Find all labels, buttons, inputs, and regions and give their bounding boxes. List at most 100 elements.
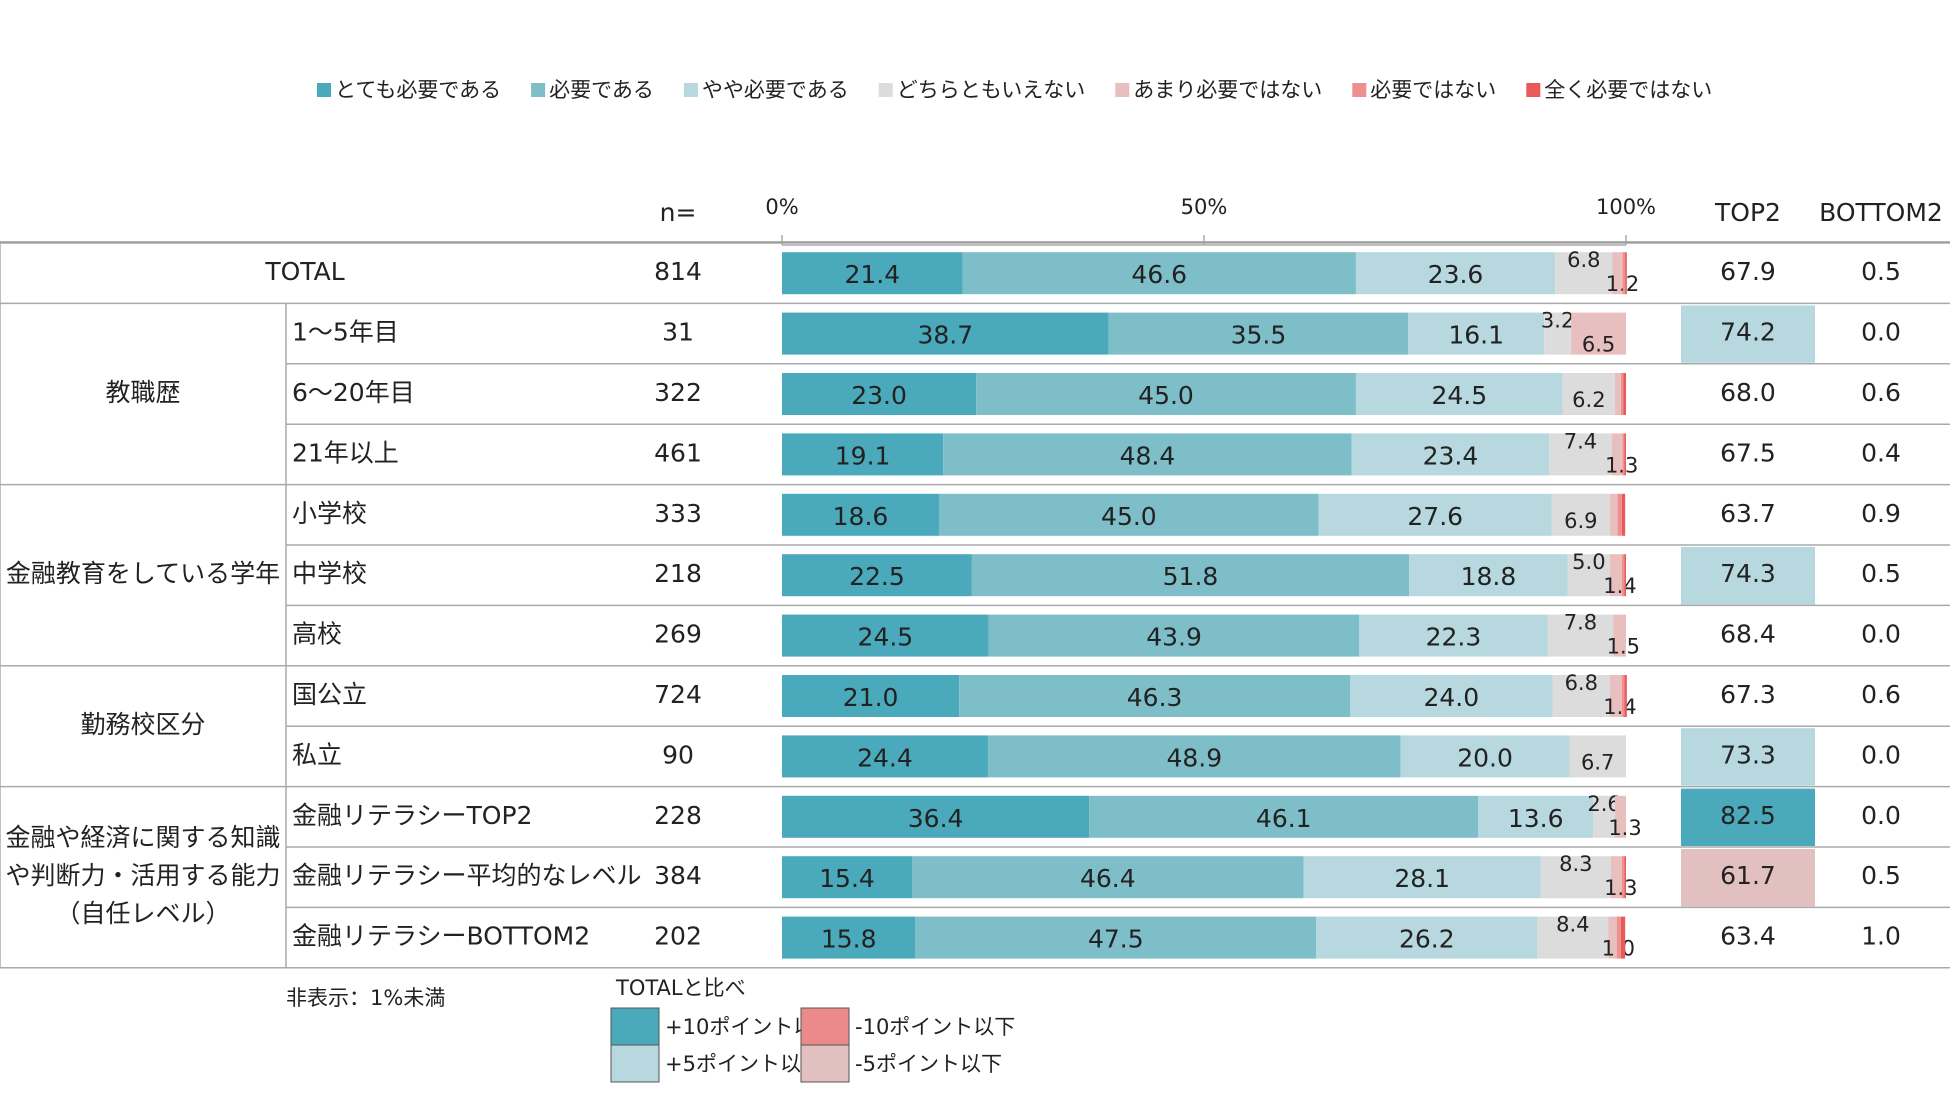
value-label: 6.8 bbox=[1567, 248, 1600, 272]
bar bbox=[1571, 312, 1626, 355]
bar bbox=[782, 312, 1109, 355]
bar bbox=[1609, 554, 1622, 597]
value-label: 8.3 bbox=[1559, 852, 1592, 876]
row-label: 6～20年目 bbox=[292, 378, 415, 407]
bar bbox=[1355, 373, 1563, 415]
value-label: 48.9 bbox=[1166, 743, 1222, 772]
bar bbox=[1625, 252, 1627, 295]
n-value: 461 bbox=[654, 438, 702, 467]
bottom2-value: 0.0 bbox=[1861, 740, 1901, 769]
bar bbox=[1616, 916, 1621, 959]
value-label: 24.0 bbox=[1423, 683, 1479, 712]
bar bbox=[962, 252, 1356, 295]
group-label: 勤務校区分 bbox=[80, 710, 205, 739]
bar bbox=[1567, 554, 1610, 597]
value-label: 23.0 bbox=[851, 381, 907, 410]
value-label: 35.5 bbox=[1231, 321, 1287, 350]
top2-value: 74.2 bbox=[1720, 318, 1776, 347]
n-value: 202 bbox=[654, 922, 702, 951]
bar bbox=[782, 433, 944, 476]
bar bbox=[1478, 795, 1594, 838]
top2-value: 82.5 bbox=[1720, 801, 1776, 830]
legend-label: どちらともいえない bbox=[897, 78, 1086, 102]
bar bbox=[1552, 675, 1610, 717]
legend-marker bbox=[531, 83, 546, 97]
group-label: 金融教育をしている学年 bbox=[6, 559, 280, 588]
top2-header: TOP2 bbox=[1714, 198, 1781, 227]
value-label: 7.4 bbox=[1564, 429, 1597, 453]
group-label: 教職歴 bbox=[105, 378, 180, 407]
note: 非表示：1%未満 bbox=[286, 986, 445, 1010]
bar bbox=[782, 916, 916, 959]
bottom2-value: 0.9 bbox=[1861, 499, 1901, 528]
group-label: や判断力・活用する能力 bbox=[5, 861, 280, 890]
row-label: 金融リテラシーTOP2 bbox=[292, 801, 532, 830]
value-label: 6.2 bbox=[1572, 388, 1605, 412]
bar bbox=[1615, 795, 1626, 838]
bottom2-value: 0.5 bbox=[1861, 559, 1901, 588]
row-label: 金融リテラシー平均的なレベル bbox=[292, 861, 642, 890]
value-label: 48.4 bbox=[1120, 441, 1176, 470]
value-label: 21.4 bbox=[844, 260, 900, 289]
value-label: 5.0 bbox=[1572, 550, 1605, 574]
x-tick-label: 50% bbox=[1181, 195, 1228, 219]
bar bbox=[1621, 675, 1625, 717]
value-label: 6.5 bbox=[1582, 333, 1615, 357]
value-label: 27.6 bbox=[1407, 502, 1463, 531]
x-tick-label: 100% bbox=[1596, 195, 1656, 219]
bottom2-value: 0.5 bbox=[1861, 257, 1901, 286]
bar bbox=[1622, 433, 1625, 476]
bar bbox=[1316, 916, 1538, 959]
legend-marker bbox=[878, 83, 893, 97]
bar bbox=[1537, 916, 1609, 959]
bar bbox=[1569, 735, 1626, 778]
legend-label: とても必要である bbox=[335, 78, 501, 102]
top2-value: 63.4 bbox=[1720, 922, 1776, 951]
value-label: 3.2 bbox=[1541, 309, 1574, 333]
bar bbox=[1547, 614, 1614, 657]
bottom2-value: 0.4 bbox=[1861, 438, 1901, 467]
value-label: 46.4 bbox=[1080, 864, 1136, 893]
bar bbox=[1551, 493, 1610, 536]
bar bbox=[1409, 554, 1568, 597]
value-label: 23.6 bbox=[1428, 260, 1484, 289]
value-label: 43.9 bbox=[1146, 623, 1202, 652]
bar bbox=[782, 493, 939, 536]
top2-highlight bbox=[1681, 788, 1815, 846]
comparison-swatch bbox=[800, 1007, 850, 1046]
bar bbox=[1608, 916, 1617, 959]
bar bbox=[1359, 614, 1548, 657]
bar bbox=[959, 675, 1351, 717]
top2-value: 68.4 bbox=[1720, 620, 1776, 649]
bar bbox=[1624, 433, 1626, 476]
n-value: 814 bbox=[654, 257, 702, 286]
value-label: 15.8 bbox=[821, 925, 877, 954]
bar bbox=[1350, 675, 1553, 717]
bar bbox=[782, 675, 960, 717]
top2-value: 61.7 bbox=[1720, 861, 1776, 890]
bar bbox=[911, 856, 1304, 899]
value-label: 38.7 bbox=[917, 321, 973, 350]
value-label: 1.2 bbox=[1606, 272, 1639, 296]
n-value: 90 bbox=[662, 740, 694, 769]
bar bbox=[1351, 433, 1550, 476]
value-label: 23.4 bbox=[1423, 441, 1479, 470]
bar bbox=[1611, 433, 1623, 476]
bar bbox=[1623, 373, 1626, 415]
bar bbox=[1303, 856, 1541, 899]
row-label: TOTAL bbox=[264, 257, 344, 286]
comparison-swatch bbox=[610, 1044, 660, 1083]
bar bbox=[1400, 735, 1570, 778]
bar bbox=[1624, 675, 1627, 717]
value-label: 46.6 bbox=[1131, 260, 1187, 289]
row-label: 21年以上 bbox=[292, 438, 399, 467]
value-label: 13.6 bbox=[1508, 804, 1564, 833]
value-label: 6.8 bbox=[1565, 671, 1598, 695]
legend-label: やや必要である bbox=[702, 78, 849, 102]
bar bbox=[1617, 493, 1622, 536]
value-label: 24.5 bbox=[858, 623, 914, 652]
n-value: 269 bbox=[654, 620, 702, 649]
bottom2-value: 0.0 bbox=[1861, 620, 1901, 649]
value-label: 24.4 bbox=[857, 743, 913, 772]
n-value: 228 bbox=[654, 801, 702, 830]
